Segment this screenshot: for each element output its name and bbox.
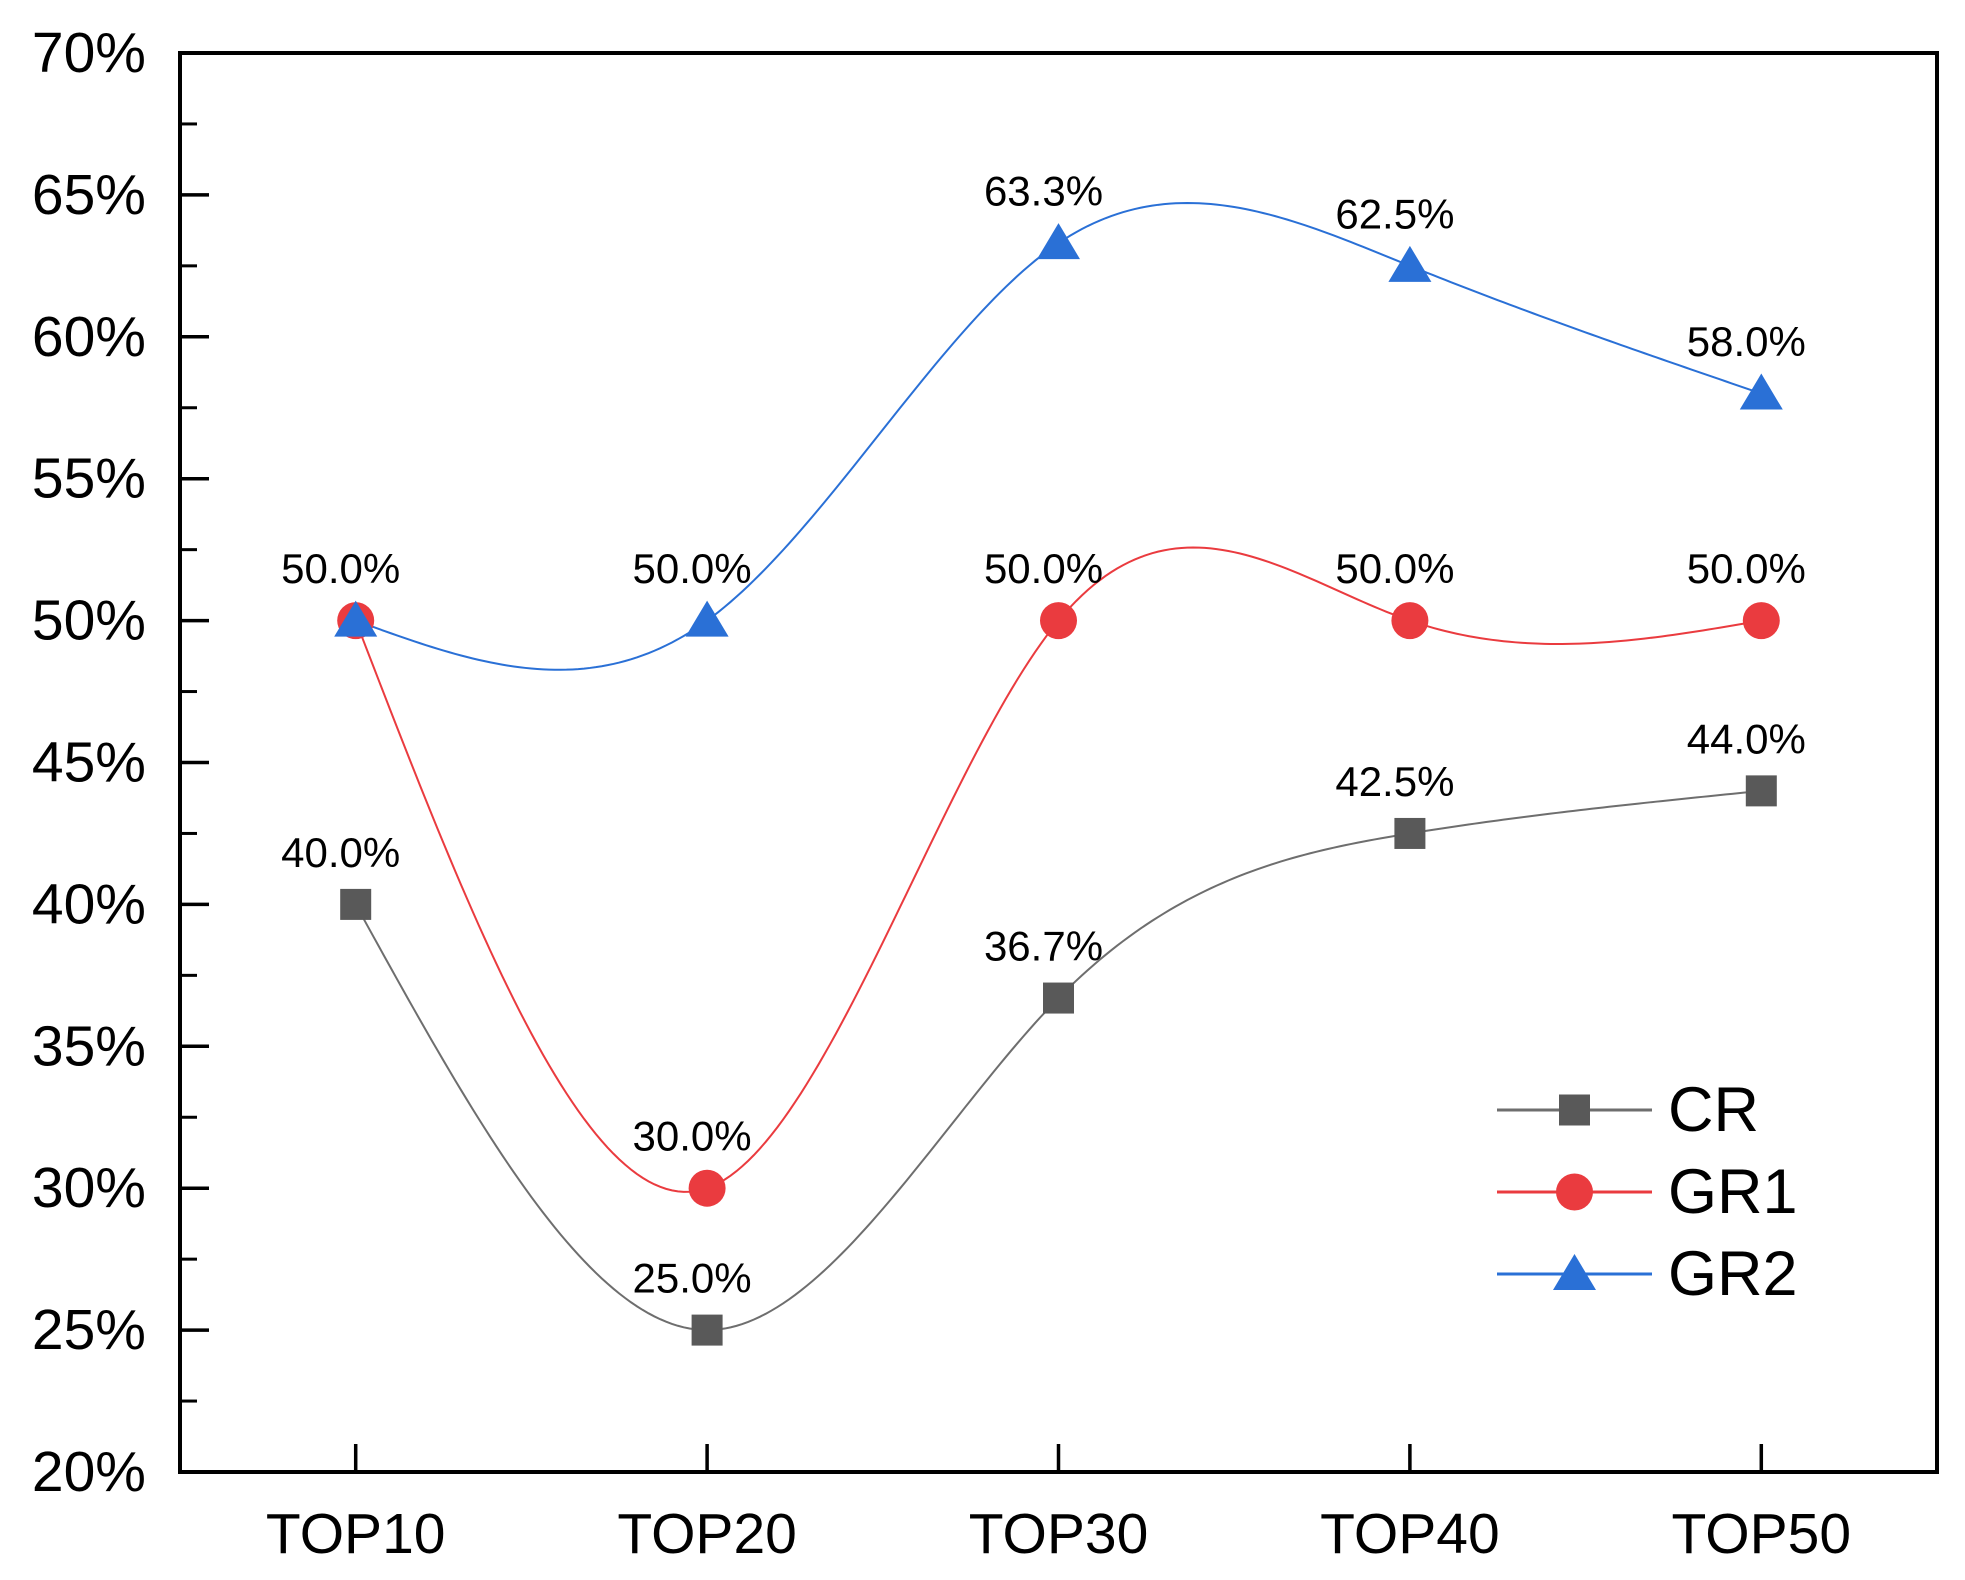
series-line-cr	[354, 789, 1762, 1332]
data-label-gr1-top50: 50.0%	[1687, 545, 1806, 592]
triangle-marker-gr2-top20	[685, 600, 729, 637]
x-tick-label: TOP10	[266, 1502, 446, 1566]
square-marker-legend-cr	[1559, 1094, 1590, 1126]
square-marker-cr-top40	[1394, 817, 1426, 849]
y-tick-label: 50%	[32, 589, 146, 653]
axes-group: 20% 25% 30% 35% 40% 45% 50% 55% 60% 65% 70% TOP10 TO…	[32, 21, 1939, 1566]
data-label-gr1-top20: 30.0%	[633, 1113, 752, 1160]
data-label-gr2-top50: 58.0%	[1687, 318, 1806, 365]
plot-border	[178, 51, 1939, 1474]
square-marker-cr-top20	[691, 1314, 723, 1346]
y-tick-label: 40%	[32, 872, 146, 936]
circle-marker-gr1-top20	[688, 1169, 726, 1207]
y-tick-label: 25%	[32, 1298, 146, 1362]
data-label-gr1-top30: 50.0%	[984, 545, 1103, 592]
series-line-gr1	[354, 546, 1762, 1193]
y-tick-label: 55%	[32, 447, 146, 511]
x-tick-label: TOP30	[969, 1502, 1149, 1566]
square-marker-cr-top50	[1745, 775, 1777, 807]
legend-item-gr2: GR2	[1497, 1239, 1798, 1309]
y-tick-label: 70%	[32, 21, 146, 85]
data-label-gr2-top40: 62.5%	[1335, 190, 1454, 237]
legend-group: CR GR1 GR2	[1497, 1075, 1798, 1309]
legend-label-cr: CR	[1668, 1075, 1759, 1145]
square-marker-cr-top30	[1043, 982, 1074, 1014]
triangle-marker-legend-gr2	[1553, 1254, 1596, 1290]
circle-marker-gr1-top30	[1040, 602, 1077, 640]
y-tick-label: 20%	[32, 1440, 146, 1504]
data-label-cr-top10: 40.0%	[281, 829, 400, 876]
x-tick-label: TOP50	[1672, 1502, 1852, 1566]
circle-marker-gr1-top50	[1742, 602, 1780, 640]
legend-label-gr1: GR1	[1668, 1157, 1798, 1227]
data-label-cr-top40: 42.5%	[1335, 758, 1454, 805]
circle-marker-legend-gr1	[1556, 1173, 1593, 1211]
series-group	[354, 202, 1762, 1332]
data-label-cr-top50: 44.0%	[1687, 715, 1806, 762]
markers-group	[334, 223, 1783, 1346]
data-label-gr2-top30: 63.3%	[984, 168, 1103, 215]
y-tick-label: 30%	[32, 1156, 146, 1220]
triangle-marker-gr2-top10	[334, 600, 378, 637]
legend-item-cr: CR	[1497, 1075, 1759, 1145]
y-tick-label: 60%	[32, 305, 146, 369]
x-tick-label: TOP20	[617, 1502, 797, 1566]
data-label-cr-top20: 25.0%	[633, 1255, 752, 1302]
series-line-gr2	[355, 202, 1762, 671]
data-label-gr2-top10: 50.0%	[281, 545, 400, 592]
data-label-gr2-top20: 50.0%	[633, 545, 752, 592]
triangle-marker-gr2-top50	[1739, 373, 1783, 410]
legend-item-gr1: GR1	[1497, 1157, 1798, 1227]
square-marker-cr-top10	[340, 888, 372, 920]
y-tick-label: 35%	[32, 1014, 146, 1078]
y-tick-label: 65%	[32, 163, 146, 227]
data-labels-group: 40.0% 25.0% 36.7% 42.5% 44.0% 30.0% 50.0% 50.0%…	[281, 168, 1806, 1302]
y-tick-label: 45%	[32, 731, 146, 795]
legend-label-gr2: GR2	[1668, 1239, 1798, 1309]
triangle-marker-gr2-top30	[1037, 223, 1080, 260]
data-label-gr1-top40: 50.0%	[1335, 545, 1454, 592]
circle-marker-gr1-top40	[1391, 602, 1429, 640]
x-tick-label: TOP40	[1320, 1502, 1500, 1566]
triangle-marker-gr2-top40	[1388, 245, 1432, 282]
data-label-cr-top30: 36.7%	[984, 923, 1103, 970]
